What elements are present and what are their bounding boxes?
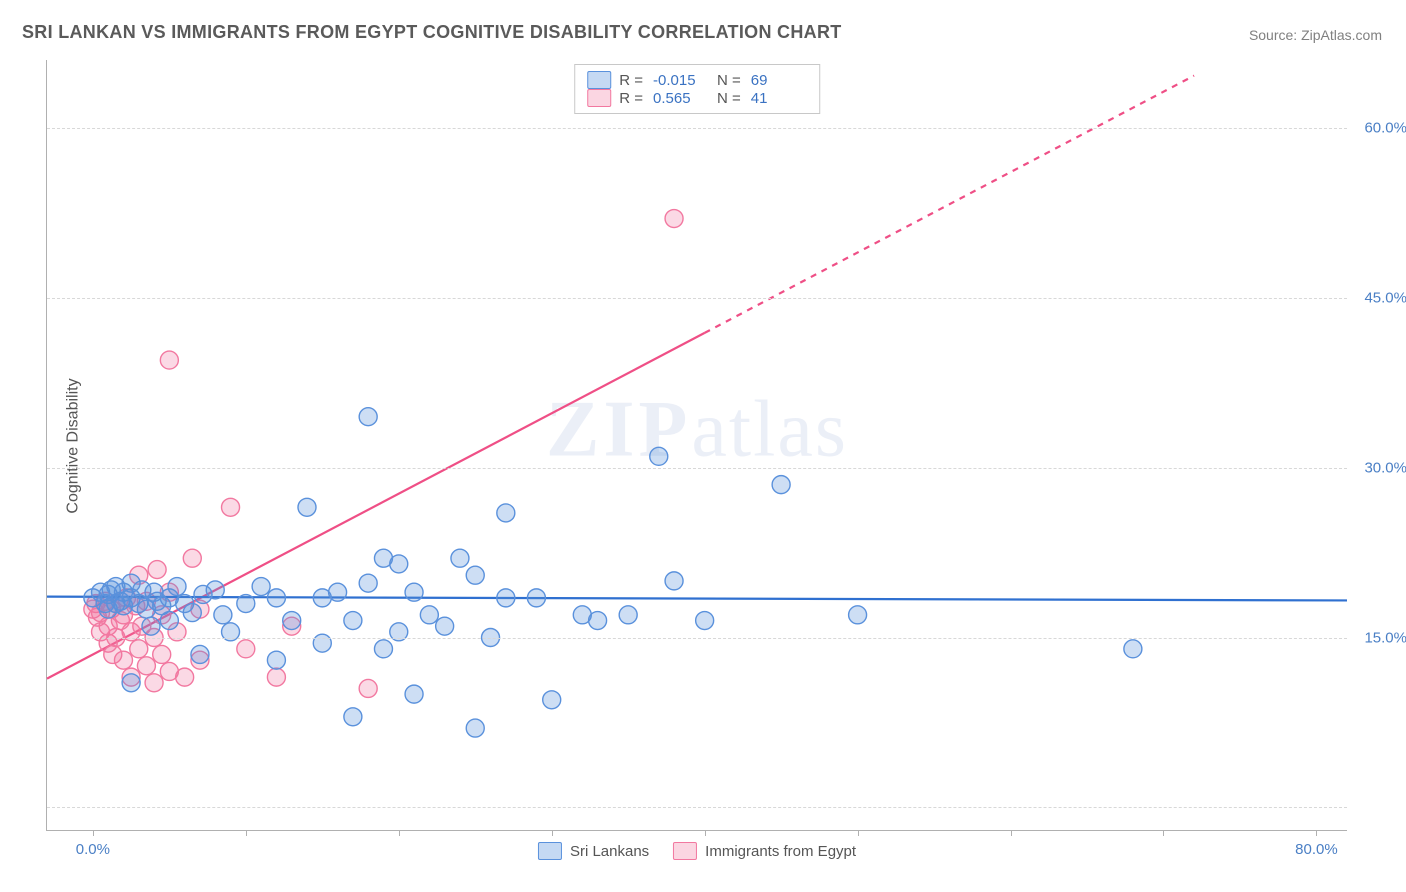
- gridline-h: [47, 128, 1347, 129]
- data-point: [214, 606, 232, 624]
- data-point: [451, 549, 469, 567]
- legend-item-pink: Immigrants from Egypt: [673, 842, 856, 860]
- data-point: [237, 640, 255, 658]
- data-point: [665, 572, 683, 590]
- chart-svg: [47, 60, 1347, 830]
- data-point: [359, 408, 377, 426]
- legend-item-blue: Sri Lankans: [538, 842, 649, 860]
- x-tick: [1011, 830, 1012, 836]
- plot-area: ZIPatlas R = -0.015 N = 69 R = 0.565 N =…: [46, 60, 1347, 831]
- data-point: [122, 674, 140, 692]
- data-point: [436, 617, 454, 635]
- data-point: [420, 606, 438, 624]
- data-point: [267, 589, 285, 607]
- data-point: [142, 617, 160, 635]
- y-tick-label: 60.0%: [1364, 119, 1406, 136]
- gridline-h: [47, 298, 1347, 299]
- data-point: [252, 578, 270, 596]
- data-point: [497, 504, 515, 522]
- x-tick: [705, 830, 706, 836]
- data-point: [283, 612, 301, 630]
- x-tick-label: 80.0%: [1295, 841, 1338, 858]
- y-tick-label: 15.0%: [1364, 629, 1406, 646]
- data-point: [374, 640, 392, 658]
- data-point: [206, 581, 224, 599]
- data-point: [466, 566, 484, 584]
- data-point: [696, 612, 714, 630]
- data-point: [359, 574, 377, 592]
- data-point: [176, 668, 194, 686]
- data-point: [527, 589, 545, 607]
- data-point: [329, 583, 347, 601]
- data-point: [191, 645, 209, 663]
- data-point: [405, 583, 423, 601]
- data-point: [405, 685, 423, 703]
- data-point: [222, 498, 240, 516]
- data-point: [344, 612, 362, 630]
- legend-swatch-blue: [538, 842, 562, 860]
- x-tick: [1316, 830, 1317, 836]
- data-point: [267, 668, 285, 686]
- legend-swatch-pink: [673, 842, 697, 860]
- data-point: [1124, 640, 1142, 658]
- source-attribution: Source: ZipAtlas.com: [1249, 27, 1382, 43]
- data-point: [267, 651, 285, 669]
- data-point: [148, 561, 166, 579]
- data-point: [650, 447, 668, 465]
- data-point: [130, 640, 148, 658]
- gridline-h: [47, 468, 1347, 469]
- data-point: [237, 595, 255, 613]
- data-point: [665, 210, 683, 228]
- x-tick: [1163, 830, 1164, 836]
- data-point: [589, 612, 607, 630]
- chart-title: SRI LANKAN VS IMMIGRANTS FROM EGYPT COGN…: [22, 22, 842, 43]
- data-point: [153, 645, 171, 663]
- data-point: [543, 691, 561, 709]
- data-point: [160, 612, 178, 630]
- legend-label-pink: Immigrants from Egypt: [705, 843, 856, 860]
- data-point: [497, 589, 515, 607]
- x-tick: [93, 830, 94, 836]
- data-point: [849, 606, 867, 624]
- data-point: [168, 578, 186, 596]
- data-point: [619, 606, 637, 624]
- data-point: [390, 555, 408, 573]
- data-point: [359, 679, 377, 697]
- x-tick: [246, 830, 247, 836]
- trendline-dashed-1: [705, 76, 1194, 333]
- data-point: [114, 651, 132, 669]
- data-point: [183, 549, 201, 567]
- x-tick: [858, 830, 859, 836]
- x-tick: [552, 830, 553, 836]
- data-point: [772, 476, 790, 494]
- x-tick-label: 0.0%: [76, 841, 110, 858]
- y-tick-label: 45.0%: [1364, 289, 1406, 306]
- series-legend: Sri Lankans Immigrants from Egypt: [538, 842, 856, 860]
- data-point: [344, 708, 362, 726]
- legend-label-blue: Sri Lankans: [570, 843, 649, 860]
- x-tick: [399, 830, 400, 836]
- gridline-h: [47, 638, 1347, 639]
- data-point: [466, 719, 484, 737]
- data-point: [160, 351, 178, 369]
- data-point: [145, 674, 163, 692]
- gridline-h: [47, 807, 1347, 808]
- data-point: [137, 657, 155, 675]
- source-prefix: Source:: [1249, 27, 1301, 43]
- data-point: [298, 498, 316, 516]
- data-point: [183, 604, 201, 622]
- source-name: ZipAtlas.com: [1301, 27, 1382, 43]
- y-tick-label: 30.0%: [1364, 459, 1406, 476]
